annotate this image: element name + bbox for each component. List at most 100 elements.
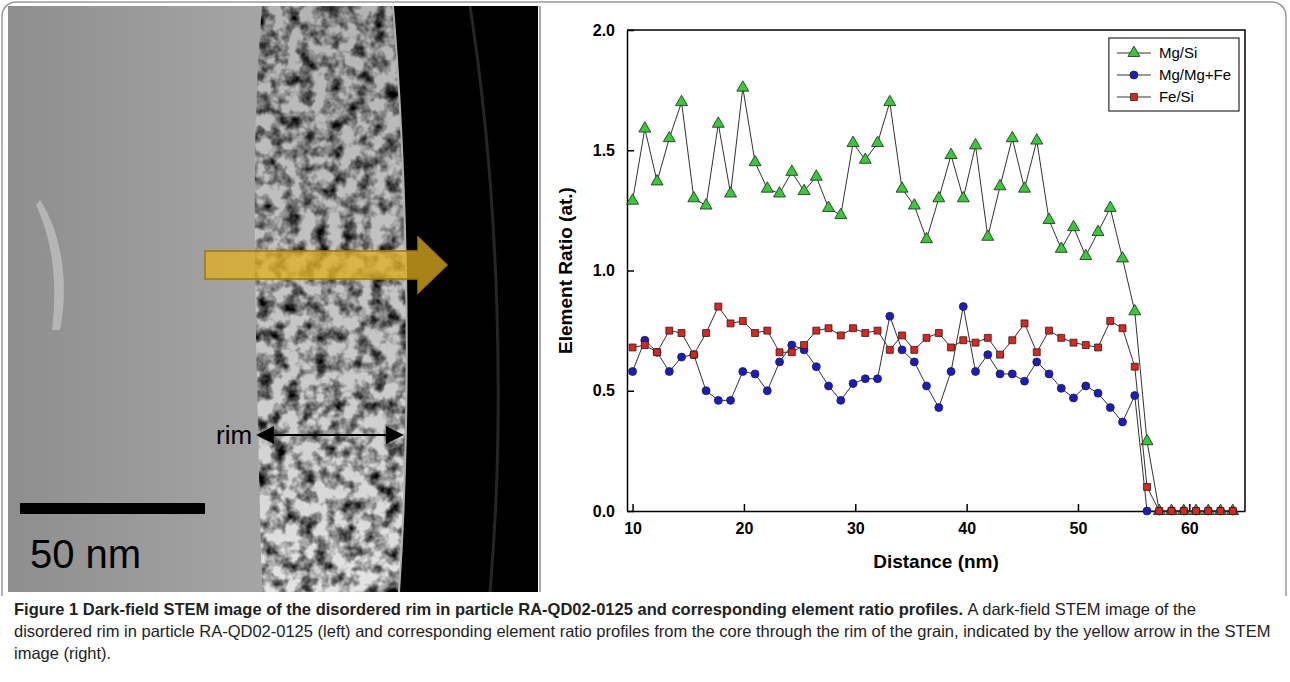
series-marker	[884, 95, 896, 105]
series-marker	[960, 337, 967, 344]
series-marker	[1104, 201, 1116, 211]
series-marker	[1166, 504, 1178, 514]
series-marker	[788, 349, 795, 356]
series-marker	[984, 351, 992, 359]
y-axis: 0.00.51.01.52.0	[593, 22, 634, 520]
series-marker	[1046, 327, 1053, 334]
series-marker	[1190, 504, 1202, 514]
x-tick-mark	[744, 504, 746, 511]
figure: rim50 nm1020304050600.00.51.01.52.0Dista…	[0, 0, 1290, 596]
vacuum	[394, 6, 538, 592]
x-tick-label: 10	[624, 520, 642, 537]
series-marker	[786, 165, 798, 175]
series-marker	[739, 368, 747, 376]
series-marker	[1193, 508, 1200, 515]
x-tick-mark	[855, 504, 857, 511]
series-marker	[1107, 318, 1114, 325]
series-marker	[641, 342, 648, 349]
series-marker	[1227, 504, 1239, 514]
series-marker	[847, 136, 859, 146]
series-marker	[1082, 382, 1090, 390]
series-marker	[1031, 134, 1043, 144]
series-marker	[812, 363, 820, 371]
series-marker	[763, 387, 771, 395]
series-marker	[739, 318, 746, 325]
y-tick-mark	[627, 150, 634, 152]
rim-width-arrow	[258, 434, 402, 436]
y-tick: 1.0	[593, 262, 634, 279]
series-marker	[825, 382, 833, 390]
caption-title: Figure 1 Dark-field STEM image of the di…	[14, 600, 963, 618]
series-marker	[997, 351, 1004, 358]
series-marker	[861, 375, 869, 383]
series-marker	[700, 199, 712, 209]
series-marker	[1008, 370, 1016, 378]
legend-item: Mg/Mg+Fe	[1117, 66, 1231, 83]
y-tick-mark	[627, 391, 634, 393]
series-marker	[1229, 507, 1237, 515]
y-tick: 0.5	[593, 382, 634, 399]
series-marker	[629, 368, 637, 376]
rim-fill	[240, 6, 420, 592]
series-marker	[653, 348, 661, 356]
legend-box	[1109, 38, 1239, 111]
legend-item: Mg/Si	[1117, 44, 1197, 61]
series-marker	[935, 404, 943, 412]
series-marker	[982, 230, 994, 240]
series-marker	[923, 382, 931, 390]
series-marker	[1043, 213, 1055, 223]
series-marker	[1080, 249, 1092, 259]
x-tick-mark	[1189, 504, 1191, 511]
series-marker	[862, 330, 869, 337]
series-marker	[1021, 377, 1029, 385]
series-marker	[639, 122, 651, 132]
legend-marker	[1130, 94, 1137, 101]
series-marker	[1119, 418, 1127, 426]
series-marker	[945, 148, 957, 158]
legend-label: Mg/Mg+Fe	[1159, 66, 1231, 83]
series-marker	[629, 344, 636, 351]
series-marker	[690, 351, 697, 358]
series-marker	[910, 358, 918, 366]
series-marker	[676, 95, 688, 105]
series-marker	[874, 327, 881, 334]
x-tick: 50	[1070, 504, 1088, 537]
series-marker	[1180, 507, 1188, 515]
series-marker	[1009, 337, 1016, 344]
series-marker	[947, 368, 955, 376]
x-tick-mark	[1078, 504, 1080, 511]
series-marker	[911, 346, 918, 353]
x-tick: 30	[847, 504, 865, 537]
series-line	[633, 88, 1233, 511]
series-marker	[1045, 370, 1053, 378]
x-axis: 102030405060	[624, 504, 1245, 537]
series-marker	[859, 153, 871, 163]
series-marker	[1204, 507, 1212, 515]
x-tick-mark	[966, 504, 968, 511]
scale-bar-label: 50 nm	[30, 532, 141, 576]
series-marker	[921, 232, 933, 242]
y-tick: 1.5	[593, 142, 634, 159]
series-marker	[776, 349, 783, 356]
legend-marker	[1130, 71, 1138, 79]
stem-image	[8, 6, 538, 592]
series-marker	[725, 187, 737, 197]
series-marker	[1070, 339, 1077, 346]
series-marker	[1006, 131, 1018, 141]
legend-item: Fe/Si	[1117, 88, 1194, 105]
series-marker	[898, 346, 906, 354]
series-marker	[948, 344, 955, 351]
image-bright-streak	[36, 200, 64, 330]
series-marker	[727, 320, 734, 327]
series-marker	[712, 117, 724, 127]
series-marker	[984, 334, 991, 341]
series-marker	[970, 139, 982, 149]
plot-frame	[627, 30, 1245, 511]
series-marker	[1021, 320, 1028, 327]
series-marker	[957, 191, 969, 201]
y-tick-label: 1.5	[593, 142, 615, 159]
legend: Mg/Si Mg/Mg+Fe Fe/Si	[1109, 38, 1239, 111]
series-marker	[886, 312, 894, 320]
y-tick-label: 1.0	[593, 262, 615, 279]
plot-area	[627, 81, 1239, 515]
